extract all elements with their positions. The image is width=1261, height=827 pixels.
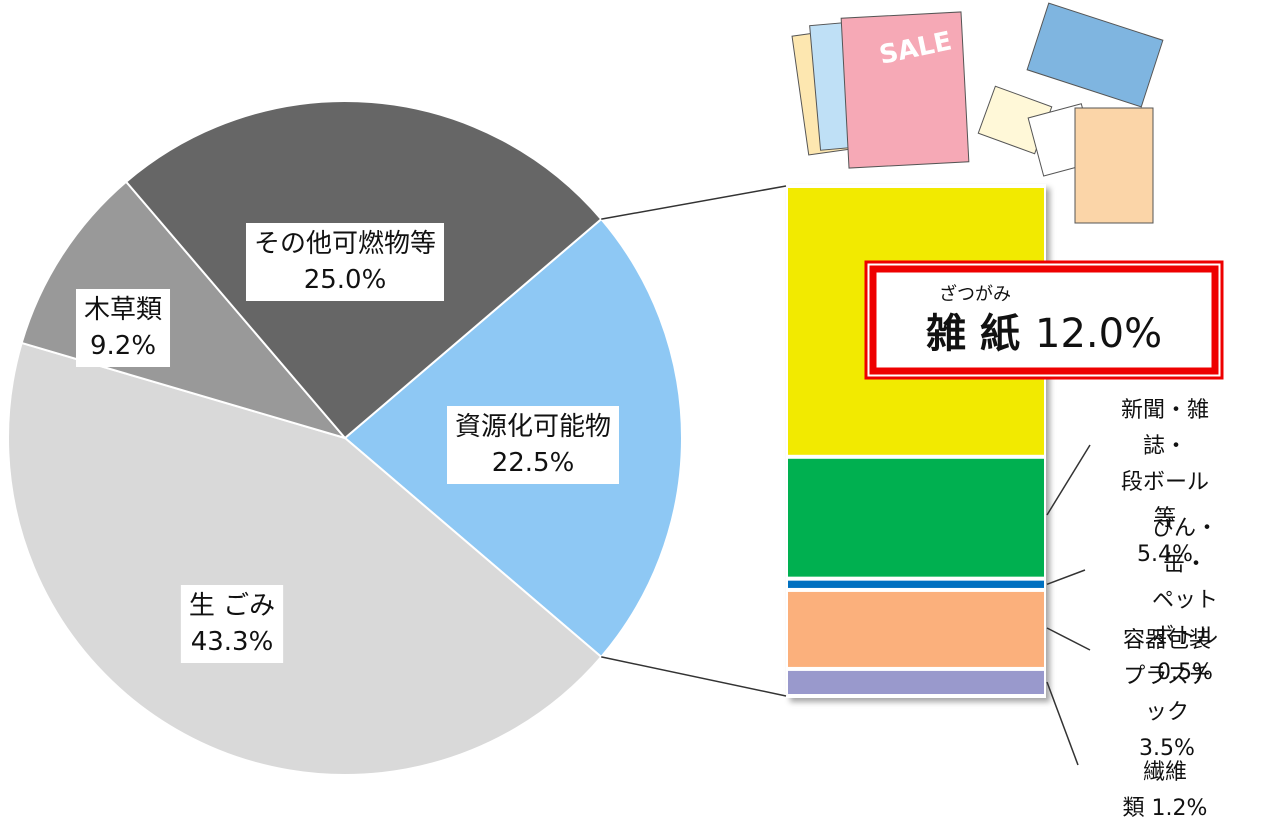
pie-slice	[7, 341, 603, 776]
chart: SALE 資源化可能物 22.5% 生 ごみ 43.3% 木草類 9.2% その他可燃物等 2…	[7, 2, 1224, 776]
value-label: 0.5%	[1157, 660, 1213, 685]
slice-label: 資源化可能物	[455, 412, 611, 442]
value-label: 3.5%	[1139, 736, 1195, 761]
label-box	[245, 223, 445, 301]
leader-line	[1046, 681, 1079, 766]
bar-segment	[788, 458, 1044, 577]
slice-value-label: 22.5%	[492, 448, 575, 478]
series-label-group: 新聞・雑誌・ 段ボール等 5.4%	[1117, 393, 1213, 573]
value-label: 12.0%	[1035, 311, 1162, 357]
label-box	[180, 585, 284, 663]
bar-segment	[788, 670, 1044, 694]
leader-line	[1046, 569, 1086, 585]
slice-label: 生 ごみ	[189, 591, 275, 621]
leader-line	[1046, 627, 1091, 651]
series-label: 雑 紙	[925, 311, 1020, 357]
highlight-box-inner	[869, 265, 1219, 375]
value-label: 5.4%	[1137, 542, 1193, 567]
slice-label: その他可燃物等	[254, 229, 436, 259]
label-box	[446, 406, 620, 484]
bar-segment	[788, 580, 1044, 588]
slice-value-label: 25.0%	[304, 265, 387, 295]
series-label: びん・缶・ ペットボトル	[1151, 516, 1218, 649]
pie-slice	[20, 180, 348, 440]
label-box	[75, 289, 171, 367]
series-label-group: びん・缶・ ペットボトル 0.5%	[1147, 511, 1223, 691]
series-label-group: 容器包装 プラスチック 3.5%	[1120, 623, 1214, 767]
series-label: 容器包装 プラスチック	[1122, 628, 1211, 725]
chart-page: SALE 資源化可能物 22.5% 生 ごみ 43.3% 木草類 9.2% その他可燃物等 2…	[7, 2, 1224, 821]
connector	[601, 185, 787, 220]
bar-segment	[788, 591, 1044, 667]
illustration: SALE	[791, 2, 1164, 224]
series-label-group: 繊維類 1.2%	[1117, 755, 1213, 827]
slice-value-label: 43.3%	[191, 627, 274, 657]
connector	[601, 656, 787, 697]
value-label: 1.2%	[1151, 796, 1208, 821]
slice-value-label: 9.2%	[90, 331, 156, 361]
reading: ざつがみ	[939, 283, 1011, 305]
slice-label: 木草類	[84, 295, 162, 325]
leader-line	[1046, 444, 1091, 516]
series-label: 新聞・雑誌・ 段ボール等	[1120, 398, 1209, 531]
highlight-box	[864, 260, 1224, 380]
